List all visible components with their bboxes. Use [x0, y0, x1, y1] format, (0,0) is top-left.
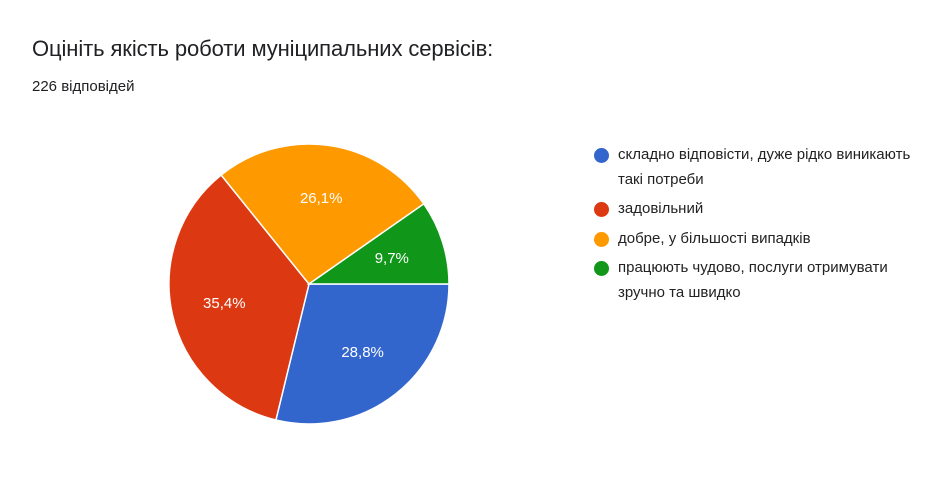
legend-label-excellent: працюють чудово, послуги отримувати зруч…	[618, 259, 888, 301]
question-title: Оцініть якість роботи муніципальних серв…	[32, 36, 494, 61]
chart-legend: складно відповісти, дуже рідко виникають…	[594, 143, 914, 310]
legend-label-satisfactory: задовільний	[618, 200, 704, 217]
legend-item-good[interactable]: добре, у більшості випадків	[594, 227, 914, 252]
response-count: 226 відповідей	[32, 78, 135, 95]
slice-label-satisfactory: 35,4%	[203, 295, 246, 312]
legend-label-dont-know: складно відповісти, дуже рідко виникають…	[618, 146, 911, 188]
pie-slice-dont_know[interactable]	[274, 283, 450, 425]
pie-slice-good[interactable]	[220, 143, 425, 286]
legend-item-dont-know[interactable]: складно відповісти, дуже рідко виникають…	[594, 143, 914, 192]
legend-swatch-satisfactory	[594, 202, 609, 217]
legend-item-satisfactory[interactable]: задовільний	[594, 197, 914, 222]
slice-label-good: 26,1%	[300, 190, 343, 207]
legend-swatch-good	[594, 231, 609, 247]
pie-slice-excellent[interactable]	[306, 202, 450, 285]
legend-swatch-dont-know	[594, 148, 609, 163]
legend-item-excellent[interactable]: працюють чудово, послуги отримувати зруч…	[594, 256, 914, 305]
slice-label-dont_know: 28,8%	[341, 344, 384, 361]
legend-swatch-excellent	[594, 261, 609, 276]
pie-slice-satisfactory[interactable]	[168, 173, 310, 421]
slice-label-excellent: 9,7%	[375, 250, 409, 267]
legend-label-good: добре, у більшості випадків	[618, 229, 811, 247]
